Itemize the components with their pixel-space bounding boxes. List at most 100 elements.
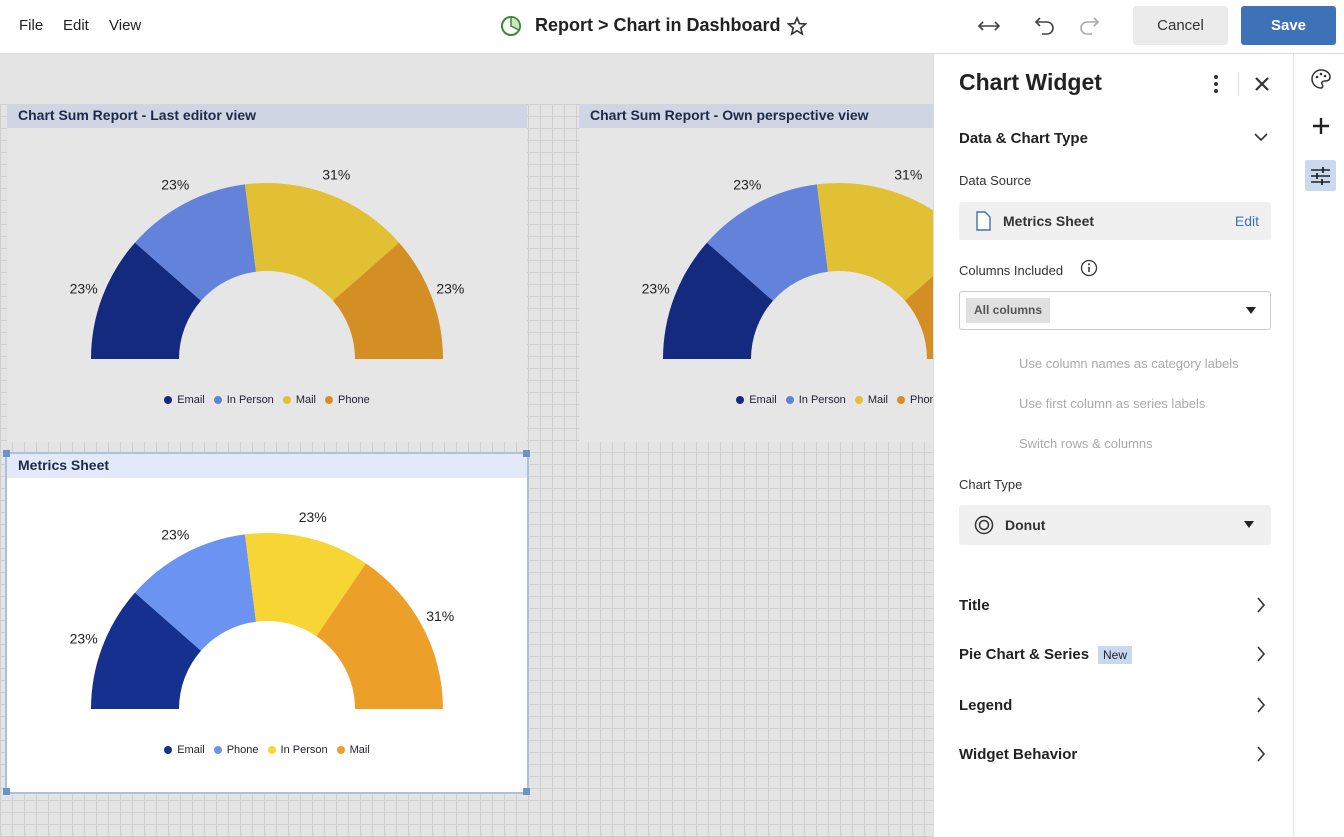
favorite-star[interactable] bbox=[787, 16, 807, 36]
donut-slice bbox=[91, 592, 201, 709]
legend-label: Phone bbox=[226, 744, 259, 756]
legend-swatch bbox=[324, 396, 333, 404]
section-series[interactable]: Pie Chart & Series bbox=[959, 646, 1090, 663]
legend-swatch bbox=[282, 396, 291, 404]
option[interactable]: Use column names as category labels bbox=[1019, 356, 1239, 371]
field-label: Chart Type bbox=[959, 477, 1023, 492]
add-icon[interactable] bbox=[1311, 116, 1331, 136]
columns-select[interactable]: All columns bbox=[959, 291, 1271, 330]
legend-item: Mail bbox=[854, 394, 888, 406]
donut-slice bbox=[816, 183, 933, 301]
theme-icon[interactable] bbox=[1310, 68, 1332, 90]
option[interactable]: Use first column as series labels bbox=[1019, 396, 1206, 411]
menu-view[interactable]: View bbox=[109, 17, 142, 34]
legend-label: Email bbox=[177, 394, 205, 406]
legend-swatch bbox=[164, 396, 173, 404]
legend-swatch bbox=[213, 746, 222, 754]
legend-item: Phone bbox=[213, 744, 259, 756]
chart-type: Donut bbox=[1005, 517, 1046, 533]
chart-widget[interactable]: Metrics Sheet 23% 23% 23% 31% Email Phone In Pe… bbox=[3, 450, 530, 795]
chevron-right[interactable] bbox=[1256, 597, 1266, 613]
legend-swatch bbox=[785, 396, 794, 404]
menu-edit[interactable]: Edit bbox=[63, 17, 89, 34]
dropdown-arrow bbox=[1246, 307, 1256, 314]
legend-label: Phone bbox=[909, 394, 933, 406]
top-bar: File Edit View Report > Chart in Dashboa… bbox=[0, 0, 1344, 54]
sheet-icon bbox=[976, 211, 991, 231]
save-button[interactable]: Save bbox=[1241, 6, 1336, 45]
more-menu[interactable] bbox=[1210, 74, 1222, 94]
resize-handle bbox=[523, 450, 530, 457]
slice-label: 23% bbox=[161, 176, 189, 192]
resize-handle bbox=[3, 788, 10, 795]
donut-slice bbox=[316, 563, 443, 709]
legend-swatch bbox=[164, 746, 173, 754]
chevron-down[interactable] bbox=[1254, 132, 1268, 142]
chart-widget[interactable]: Chart Sum Report - Last editor view 23% 23… bbox=[7, 104, 527, 442]
legend-swatch bbox=[213, 396, 222, 404]
donut-slice bbox=[244, 533, 366, 637]
slice-label: 23% bbox=[70, 280, 98, 296]
widget-title: Chart Sum Report - Last editor view bbox=[7, 104, 527, 128]
legend-item: Mail bbox=[282, 394, 316, 406]
chevron-right[interactable] bbox=[1256, 746, 1266, 762]
close-panel[interactable] bbox=[1254, 76, 1270, 92]
chart-type-select[interactable]: Donut bbox=[959, 505, 1271, 545]
donut-slice bbox=[244, 183, 400, 301]
slice-label: 31% bbox=[426, 608, 454, 624]
legend-label: In Person bbox=[280, 744, 328, 756]
resize-icon[interactable] bbox=[977, 15, 1001, 37]
legend-item: Phone bbox=[324, 394, 370, 406]
slice-label: 23% bbox=[70, 630, 98, 646]
chevron-right[interactable] bbox=[1256, 697, 1266, 713]
section-header[interactable]: Data & Chart Type bbox=[959, 130, 1088, 147]
slice-label: 23% bbox=[733, 176, 761, 192]
legend-item: In Person bbox=[213, 394, 274, 406]
donut-slice bbox=[134, 184, 256, 301]
undo[interactable] bbox=[1034, 14, 1056, 36]
menu-file[interactable]: File bbox=[19, 17, 44, 34]
settings-panel: Chart Widget Data & Chart Type Data Sour… bbox=[933, 54, 1294, 837]
legend-item: Phone bbox=[896, 394, 933, 406]
dashboard-canvas: Chart Sum Report - Last editor view 23% 23… bbox=[0, 54, 933, 837]
field-label: Data Source bbox=[959, 173, 1032, 188]
legend-swatch bbox=[336, 746, 345, 754]
legend-item: Mail bbox=[336, 744, 370, 756]
legend-item: Email bbox=[164, 744, 205, 756]
section-title[interactable]: Title bbox=[959, 597, 990, 614]
legend-label: Email bbox=[177, 744, 205, 756]
panel-title: Chart Widget bbox=[959, 69, 1102, 95]
legend-item: Email bbox=[736, 394, 777, 406]
option[interactable]: Switch rows & columns bbox=[1019, 436, 1153, 451]
donut-slice bbox=[134, 534, 256, 651]
legend-item: In Person bbox=[267, 744, 328, 756]
chevron-right[interactable] bbox=[1256, 646, 1266, 662]
legend-item: Email bbox=[164, 394, 205, 406]
section-behavior[interactable]: Widget Behavior bbox=[959, 746, 1078, 763]
chart-widget[interactable]: Chart Sum Report - Own perspective view 2… bbox=[579, 104, 933, 442]
legend-swatch bbox=[896, 396, 905, 404]
data-source: Metrics Sheet bbox=[1003, 213, 1095, 229]
info-icon[interactable] bbox=[1080, 259, 1098, 277]
section-legend[interactable]: Legend bbox=[959, 697, 1013, 714]
legend-label: In Person bbox=[798, 394, 846, 406]
resize-handle bbox=[3, 450, 10, 457]
slice-label: 23% bbox=[436, 280, 464, 296]
redo[interactable] bbox=[1078, 14, 1100, 36]
slice-label: 23% bbox=[642, 280, 670, 296]
legend: Email Phone In Person Mail bbox=[7, 744, 527, 756]
donut-slice bbox=[91, 242, 201, 359]
cancel-button[interactable]: Cancel bbox=[1133, 6, 1228, 45]
chart: 23% 23% 23% 31% bbox=[70, 509, 454, 709]
settings-tab[interactable] bbox=[1305, 160, 1336, 191]
sliders-icon bbox=[1311, 167, 1330, 185]
field-label: Columns Included bbox=[959, 263, 1064, 278]
legend-label: Phone bbox=[337, 394, 370, 406]
legend-label: In Person bbox=[226, 394, 274, 406]
legend-label: Email bbox=[749, 394, 777, 406]
edit-link[interactable]: Edit bbox=[1234, 213, 1259, 229]
legend-label: Mail bbox=[295, 394, 316, 406]
resize-handle bbox=[523, 788, 530, 795]
divider bbox=[1238, 72, 1239, 96]
